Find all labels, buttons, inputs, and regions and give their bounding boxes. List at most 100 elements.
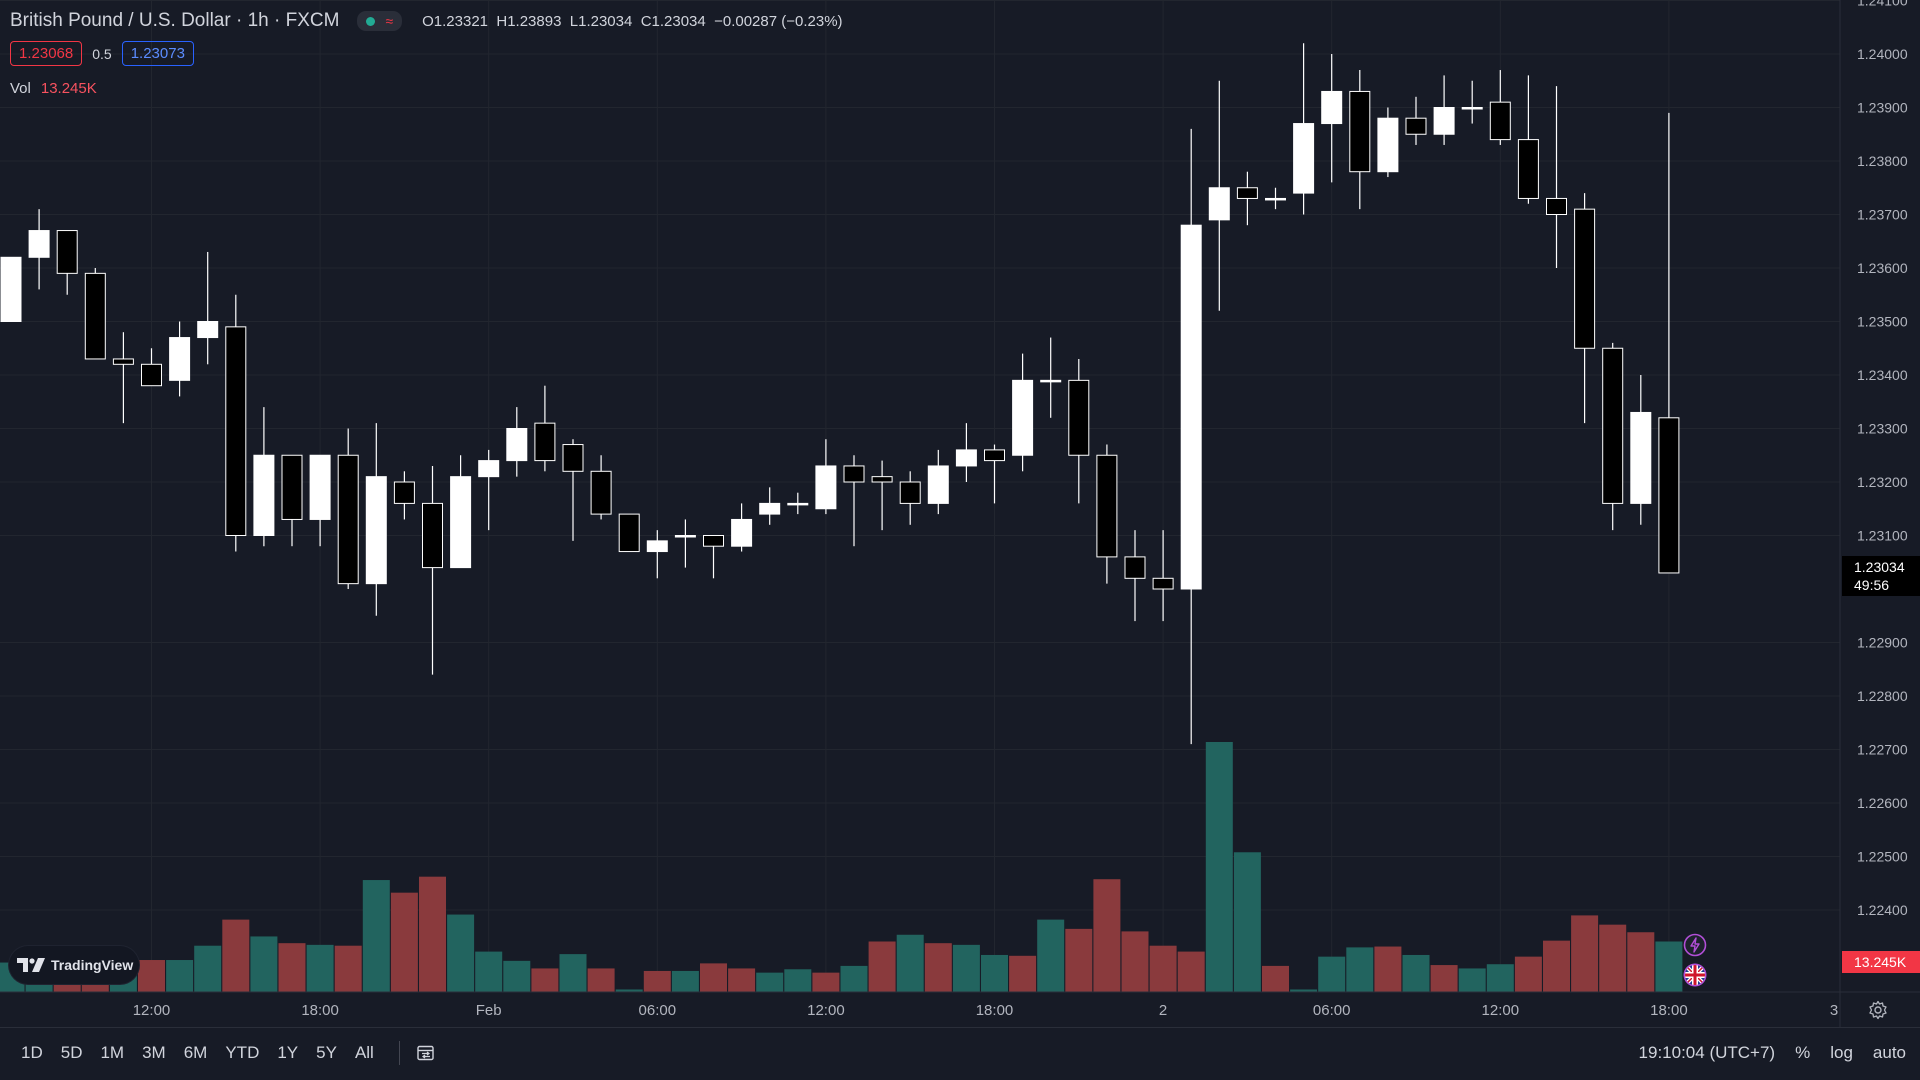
- range-button-6m[interactable]: 6M: [183, 1042, 208, 1062]
- bid-ask-row: 1.23068 0.5 1.23073: [10, 41, 194, 66]
- buy-price-button[interactable]: 1.23073: [121, 41, 194, 66]
- candle: [0, 256, 22, 322]
- candle-body: [646, 540, 668, 553]
- candle: [1321, 54, 1343, 183]
- candle: [1574, 193, 1596, 424]
- volume-bar: [419, 876, 446, 992]
- range-button-5y[interactable]: 5Y: [316, 1042, 337, 1062]
- uk-flag-icon[interactable]: [1683, 963, 1707, 987]
- candle-body: [1124, 556, 1146, 579]
- candle-body: [309, 454, 331, 520]
- candle: [365, 423, 387, 616]
- candle-body: [955, 449, 977, 467]
- candle-body: [759, 502, 781, 515]
- candle: [253, 407, 275, 547]
- price-tick-label: 1.23900: [1857, 100, 1908, 116]
- candle: [927, 449, 949, 515]
- volume-bar: [812, 972, 840, 992]
- volume-label[interactable]: Vol: [10, 80, 31, 97]
- time-tick-label: 12:00: [133, 1002, 171, 1019]
- candle-body: [562, 444, 584, 472]
- range-button-1m[interactable]: 1M: [100, 1042, 125, 1062]
- candle: [84, 268, 106, 360]
- time-axis: 12:00 18:00 Feb 06:00 12:00 18:00 2 06:00 12:00 1…: [0, 991, 1920, 1019]
- lightning-icon[interactable]: [1683, 933, 1707, 957]
- candle-body: [281, 454, 303, 520]
- price-tick-label: 1.22700: [1857, 742, 1908, 758]
- volume-bar: [1571, 915, 1599, 992]
- candle-body: [1265, 197, 1286, 201]
- volume-bar: [531, 968, 559, 992]
- tradingview-watermark[interactable]: TradingView: [9, 946, 139, 984]
- time-tick-label: 18:00: [976, 1002, 1014, 1019]
- timezone-clock[interactable]: 19:10:04 (UTC+7): [1638, 1042, 1776, 1062]
- volume-bar: [559, 954, 587, 992]
- candle-body: [1546, 197, 1567, 215]
- volume-bar: [1065, 928, 1093, 992]
- volume-bar: [138, 960, 165, 992]
- candle: [1012, 353, 1034, 472]
- price-chart[interactable]: 1.24100 1.24000 1.23900 1.23800 1.23700 1.236…: [0, 0, 1920, 1027]
- candle: [1208, 80, 1230, 311]
- candle: [506, 407, 528, 477]
- volume-bar: [447, 914, 475, 992]
- time-tick-label: 12:00: [1482, 1002, 1520, 1019]
- volume-bar: [981, 954, 1008, 992]
- symbol-title[interactable]: British Pound / U.S. Dollar · 1h · FXCM: [10, 10, 340, 31]
- percent-toggle[interactable]: %: [1795, 1042, 1811, 1062]
- candle-body: [506, 428, 528, 462]
- price-tick-label: 1.24100: [1857, 0, 1908, 9]
- candle-body: [1517, 139, 1539, 199]
- volume-bars: [0, 742, 1683, 992]
- range-button-all[interactable]: All: [354, 1042, 374, 1062]
- bar-countdown: 49:56: [1854, 577, 1890, 593]
- candle: [759, 487, 781, 525]
- candle-body: [1602, 347, 1624, 504]
- range-button-1y[interactable]: 1Y: [277, 1042, 299, 1062]
- candle: [590, 455, 612, 520]
- log-toggle[interactable]: log: [1830, 1042, 1853, 1062]
- price-axis: 1.24100 1.24000 1.23900 1.23800 1.23700 1.236…: [1839, 0, 1908, 1027]
- time-axis-page-number: 3: [1830, 1002, 1838, 1019]
- candle: [1461, 80, 1483, 124]
- volume-bar: [924, 943, 952, 992]
- price-tick-label: 1.23800: [1857, 153, 1908, 169]
- volume-bar: [166, 960, 194, 992]
- candle-body: [674, 535, 696, 538]
- volume-bar: [362, 880, 390, 992]
- volume-bar: [784, 969, 812, 992]
- range-button-3m[interactable]: 3M: [142, 1042, 166, 1062]
- candle-body: [899, 481, 921, 504]
- candle-body: [1377, 117, 1399, 173]
- candle-body: [337, 454, 359, 585]
- volume-bar: [1430, 965, 1458, 992]
- candle: [337, 428, 359, 589]
- candle-body: [1293, 123, 1315, 194]
- sell-price-button[interactable]: 1.23068: [10, 41, 83, 66]
- volume-bar: [643, 970, 671, 992]
- gear-icon[interactable]: [1868, 1000, 1888, 1020]
- volume-bar: [250, 936, 278, 992]
- candle: [478, 449, 500, 531]
- candle-body: [1574, 208, 1596, 349]
- volume-bar: [1318, 956, 1346, 992]
- auto-toggle[interactable]: auto: [1872, 1042, 1906, 1062]
- volume-legend: Vol 13.245K: [10, 80, 97, 97]
- range-button-1d[interactable]: 1D: [21, 1042, 43, 1062]
- volume-bar: [1149, 945, 1177, 992]
- candle-body: [478, 460, 500, 478]
- candle-body: [1068, 379, 1090, 456]
- candle-body: [1208, 187, 1230, 221]
- range-button-5d[interactable]: 5D: [60, 1042, 83, 1062]
- market-status-pill[interactable]: ≈: [357, 11, 403, 31]
- candle-body: [590, 470, 612, 515]
- candle: [1152, 530, 1174, 622]
- price-tick-label: 1.22400: [1857, 902, 1908, 918]
- candle-body: [787, 502, 809, 506]
- range-button-ytd[interactable]: YTD: [225, 1042, 260, 1062]
- volume-bar: [671, 970, 699, 992]
- volume-bar: [1205, 742, 1233, 992]
- calendar-range-icon[interactable]: [416, 1044, 436, 1062]
- volume-bar: [1543, 940, 1570, 992]
- tradingview-brand: TradingView: [51, 957, 134, 973]
